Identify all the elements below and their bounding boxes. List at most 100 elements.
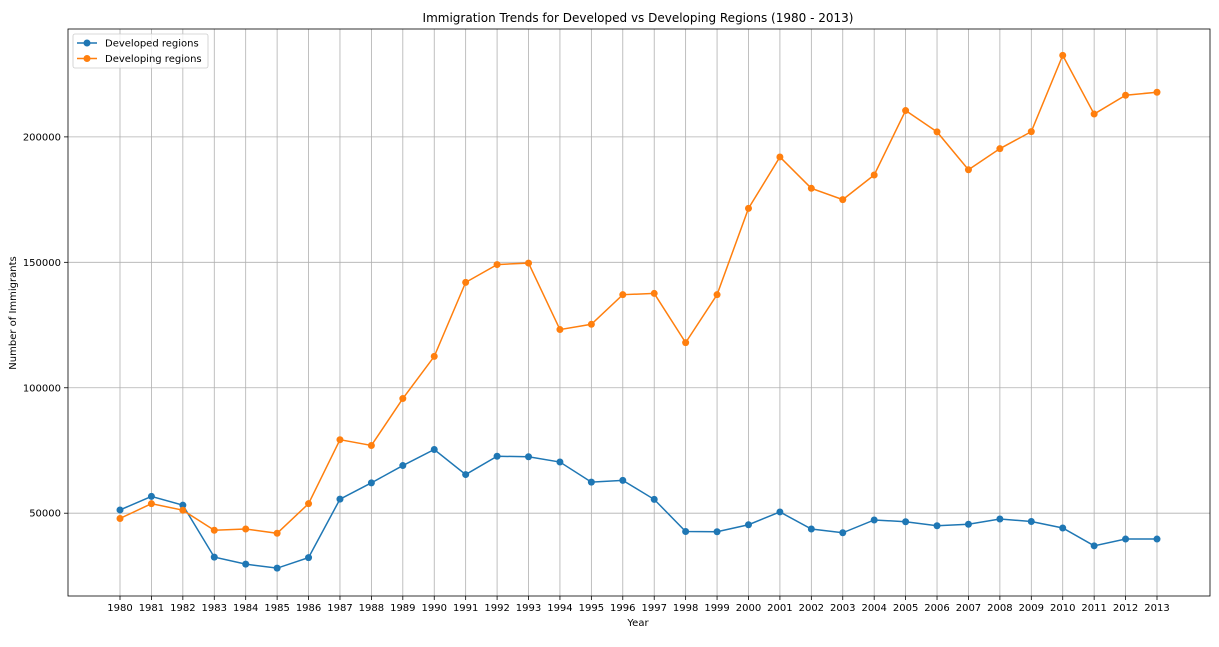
data-point-developing-regions (367, 441, 375, 449)
data-point-developing-regions (1090, 110, 1098, 118)
data-point-developing-regions (964, 166, 972, 174)
data-point-developed-regions (493, 452, 501, 460)
series-line-developing-regions (119, 53, 1158, 535)
data-point-developing-regions (870, 171, 878, 179)
x-tick-label: 2013 (1144, 603, 1169, 614)
x-tick-label: 2005 (893, 603, 918, 614)
data-point-developed-regions (964, 520, 972, 528)
data-point-developed-regions (210, 553, 218, 561)
x-tick-label: 2010 (1050, 603, 1075, 614)
x-tick-label: 2003 (830, 603, 855, 614)
series-developed-regions (116, 445, 1161, 572)
data-point-developed-regions (116, 506, 124, 514)
data-point-developed-regions (650, 495, 658, 503)
x-tick-label: 1985 (264, 603, 289, 614)
data-point-developing-regions (933, 128, 941, 136)
x-tick-label: 2002 (799, 603, 824, 614)
y-tick-label: 50000 (29, 509, 61, 520)
data-point-developing-regions (619, 291, 627, 299)
data-point-developed-regions (305, 554, 313, 562)
x-tick-label: 1998 (673, 603, 698, 614)
data-point-developed-regions (462, 471, 470, 479)
y-tick-label: 150000 (23, 258, 61, 269)
data-point-developing-regions (996, 145, 1004, 153)
data-point-developed-regions (273, 564, 281, 572)
data-point-developing-regions (682, 339, 690, 347)
data-point-developed-regions (682, 528, 690, 536)
data-point-developed-regions (1153, 535, 1161, 543)
x-tick-label: 1994 (547, 603, 572, 614)
x-tick-label: 1983 (202, 603, 227, 614)
data-point-developing-regions (273, 529, 281, 537)
data-point-developed-regions (996, 515, 1004, 523)
x-tick-label: 2006 (924, 603, 949, 614)
data-point-developed-regions (556, 458, 564, 466)
legend-label-developing-regions: Developing regions (105, 54, 202, 65)
data-point-developing-regions (902, 107, 910, 115)
x-axis-label: Year (626, 618, 649, 629)
x-tick-label: 1989 (390, 603, 415, 614)
data-point-developed-regions (744, 521, 752, 529)
data-point-developed-regions (147, 492, 155, 500)
legend-frame (72, 33, 209, 69)
data-point-developing-regions (147, 500, 155, 508)
data-point-developing-regions (650, 289, 658, 297)
x-tick-label: 2008 (987, 603, 1012, 614)
data-point-developing-regions (179, 506, 187, 514)
plot-frame (67, 28, 1211, 597)
data-point-developing-regions (1059, 51, 1067, 59)
data-point-developing-regions (242, 525, 250, 533)
data-point-developed-regions (1059, 524, 1067, 532)
data-point-developed-regions (902, 518, 910, 526)
x-tick-label: 1986 (296, 603, 321, 614)
x-tick-label: 2000 (736, 603, 761, 614)
chart-title: Immigration Trends for Developed vs Deve… (423, 11, 854, 25)
x-tick-label: 1982 (170, 603, 195, 614)
series-developing-regions (116, 51, 1161, 537)
x-tick-label: 2007 (956, 603, 981, 614)
data-point-developing-regions (1027, 128, 1035, 136)
data-point-developed-regions (367, 479, 375, 487)
data-point-developing-regions (713, 291, 721, 299)
x-tick-label: 1992 (484, 603, 509, 614)
x-axis: 1980 1981 1982 1983 1984 1985 1986 1987 1988 1989… (107, 596, 1170, 614)
data-point-developed-regions (1090, 542, 1098, 550)
data-point-developing-regions (525, 259, 533, 267)
data-point-developed-regions (839, 529, 847, 537)
legend-label-developed-regions: Developed regions (105, 39, 199, 50)
x-tick-label: 1996 (610, 603, 635, 614)
x-tick-label: 1984 (233, 603, 258, 614)
data-point-developed-regions (587, 478, 595, 486)
x-tick-label: 1987 (327, 603, 352, 614)
data-point-developing-regions (493, 261, 501, 269)
data-point-developed-regions (870, 516, 878, 524)
data-point-developing-regions (839, 196, 847, 204)
data-point-developed-regions (713, 528, 721, 536)
data-point-developing-regions (462, 278, 470, 286)
y-axis: 50000 100000 150000 200000 (23, 132, 68, 520)
data-point-developed-regions (807, 525, 815, 533)
x-tick-label: 2012 (1113, 603, 1138, 614)
x-tick-label: 1999 (704, 603, 729, 614)
data-point-developing-regions (587, 320, 595, 328)
data-point-developing-regions (210, 526, 218, 534)
data-point-developed-regions (399, 462, 407, 470)
data-point-developed-regions (933, 522, 941, 530)
data-point-developing-regions (1153, 88, 1161, 96)
x-tick-label: 1991 (453, 603, 478, 614)
y-axis-label: Number of Immigrants (8, 256, 19, 369)
data-point-developing-regions (744, 204, 752, 212)
data-point-developing-regions (305, 500, 313, 508)
data-point-developed-regions (525, 453, 533, 461)
data-point-developing-regions (116, 514, 124, 522)
data-point-developing-regions (336, 436, 344, 444)
legend: Developed regions Developing regions (72, 33, 209, 69)
data-point-developing-regions (776, 153, 784, 161)
data-point-developed-regions (1122, 535, 1130, 543)
legend-marker-developed-regions (83, 39, 91, 47)
data-point-developed-regions (336, 495, 344, 503)
x-tick-label: 2004 (861, 603, 886, 614)
x-tick-label: 2009 (1019, 603, 1044, 614)
y-tick-label: 200000 (23, 132, 61, 143)
